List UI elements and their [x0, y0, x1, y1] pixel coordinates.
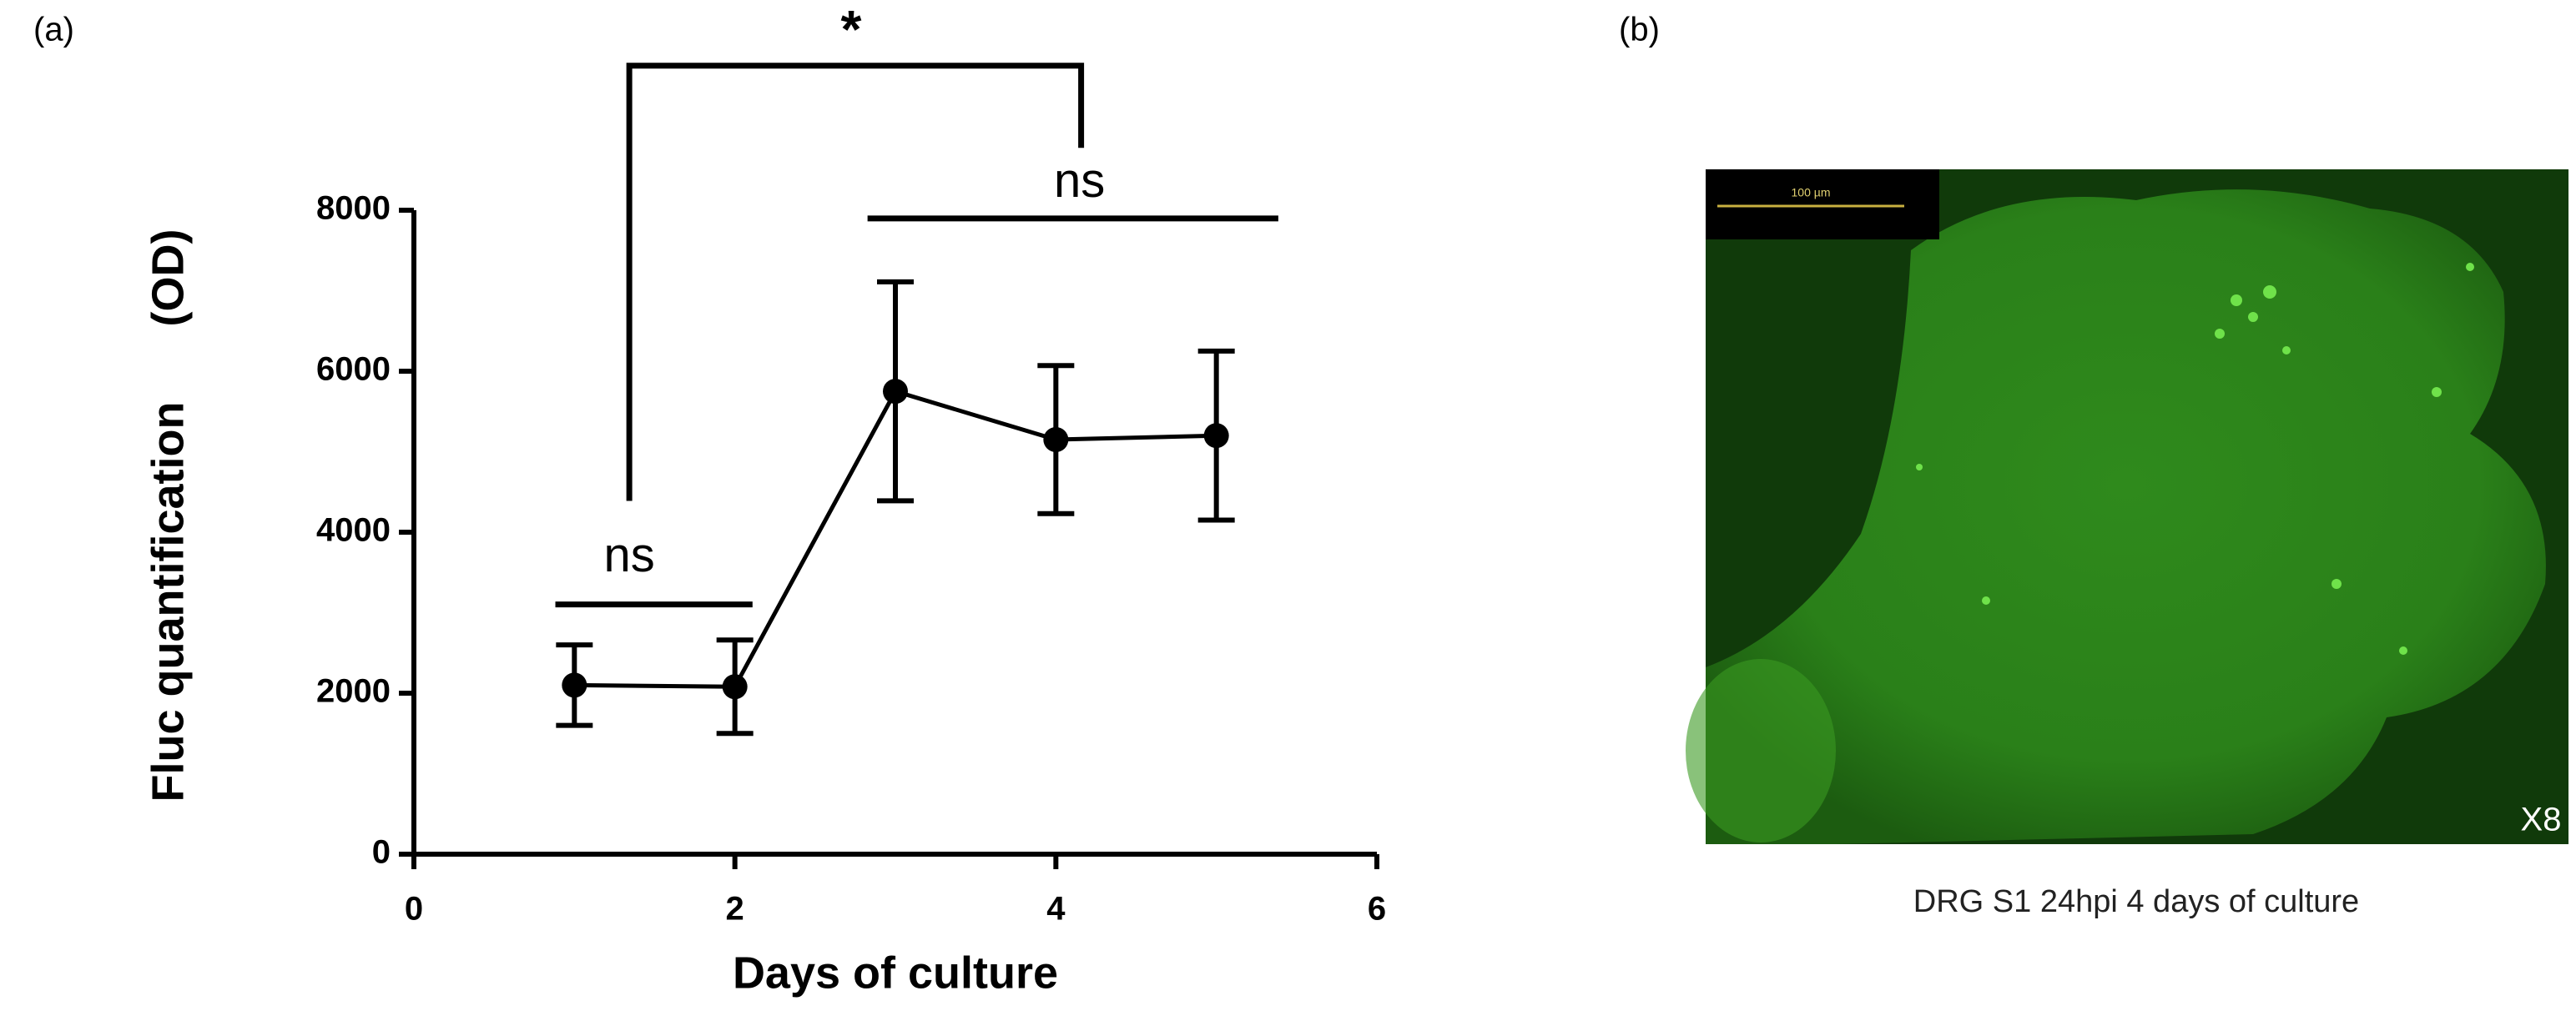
x-tick-label: 2 — [726, 891, 744, 928]
scale-bar-label: 100 µm — [1792, 186, 1831, 199]
x-axis-label: Days of culture — [733, 948, 1058, 998]
data-point — [1043, 427, 1069, 453]
micrograph: 100 µm X8 — [1686, 169, 2568, 845]
tissue — [1686, 659, 1836, 842]
x-tick-label: 6 — [1368, 891, 1386, 928]
data-point — [722, 674, 748, 700]
panel-label: (a) — [33, 12, 74, 48]
data-point — [883, 379, 908, 405]
caption: DRG S1 24hpi 4 days of culture — [1913, 884, 2359, 919]
significance-label: * — [840, 0, 861, 59]
significance-label: ns — [1054, 153, 1105, 208]
tissue — [1706, 189, 2546, 845]
scale-bar-box — [1706, 169, 1939, 239]
significance-bracket — [626, 63, 1085, 501]
y-tick-label: 0 — [372, 834, 391, 871]
panel-label: (b) — [1619, 12, 1660, 48]
significance-label: ns — [603, 528, 654, 582]
y-tick-label: 4000 — [316, 512, 391, 549]
y-tick-label: 6000 — [316, 351, 391, 388]
y-tick-label: 2000 — [316, 673, 391, 710]
neurons — [1916, 263, 2474, 655]
y-axis-label: Fluc quantification (OD) — [143, 229, 193, 802]
x-tick-label: 4 — [1046, 891, 1066, 928]
data-point — [1203, 423, 1229, 449]
x-tick-label: 0 — [405, 891, 423, 928]
data-point — [562, 672, 587, 698]
magnification: X8 — [2521, 802, 2562, 838]
y-tick-label: 8000 — [316, 190, 391, 227]
